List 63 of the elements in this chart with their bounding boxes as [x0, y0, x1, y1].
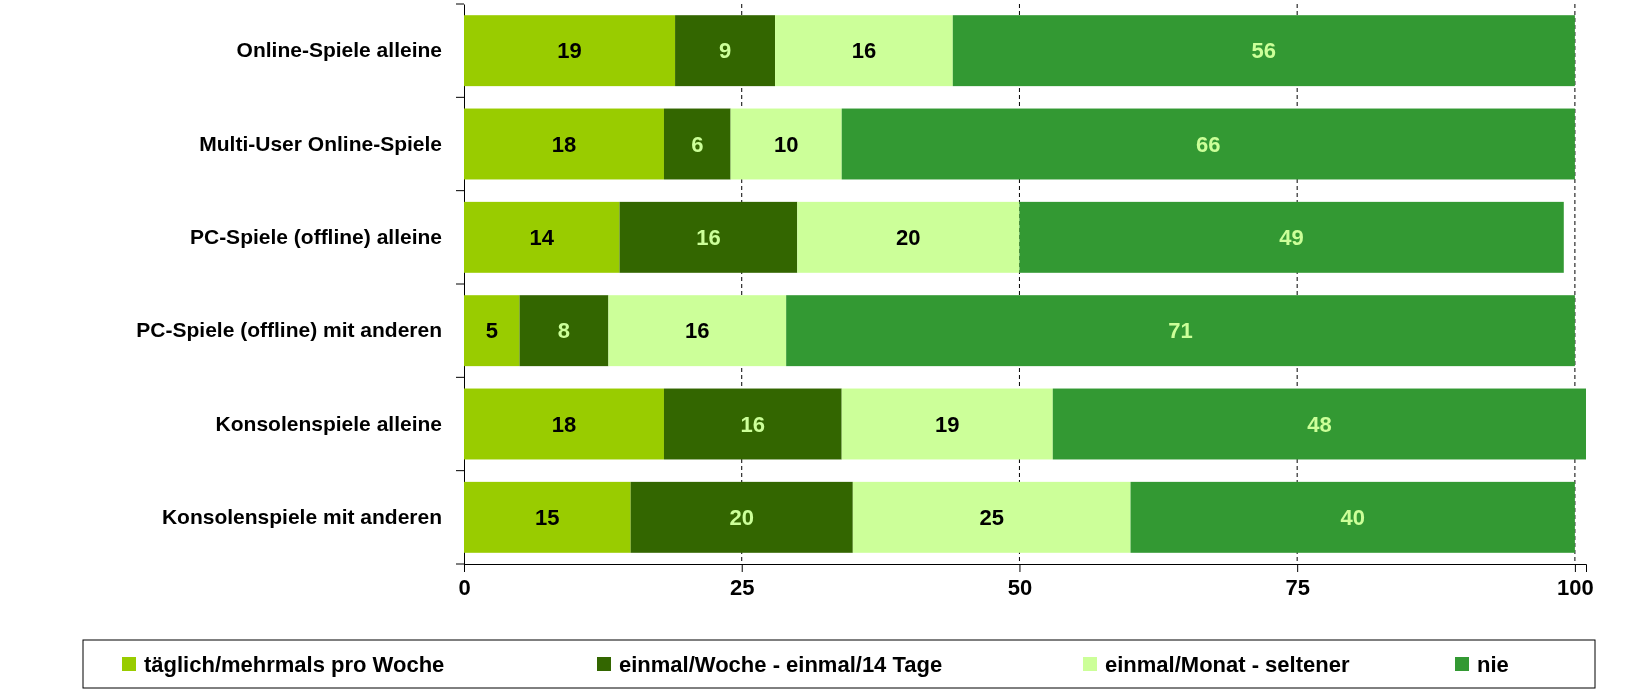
- data-label: 14: [529, 225, 555, 251]
- bar: [952, 15, 1575, 87]
- y-tick-label: Konsolenspiele mit anderen: [161, 505, 442, 529]
- data-label: 9: [718, 38, 732, 64]
- data-label: 25: [979, 505, 1004, 531]
- x-tick-label: 25: [729, 574, 755, 600]
- legend-label: nie: [1477, 651, 1509, 677]
- y-tick-label: Konsolenspiele alleine: [215, 411, 442, 435]
- y-tick-label: PC-Spiele (offline) mit anderen: [136, 318, 442, 342]
- data-label: 20: [896, 225, 921, 251]
- bar: [797, 201, 1020, 273]
- bar: [464, 481, 631, 553]
- y-tick-label: PC-Spiele (offline) alleine: [189, 225, 442, 249]
- bar: [464, 15, 676, 87]
- data-label: 16: [696, 225, 721, 251]
- x-tick-label: 50: [1007, 574, 1033, 600]
- bar: [675, 15, 776, 87]
- data-label: 6: [691, 131, 704, 157]
- bar: [464, 295, 520, 367]
- data-label: 16: [685, 318, 710, 344]
- x-tick-label: 100: [1557, 574, 1594, 600]
- bar: [841, 388, 1053, 460]
- data-label: 18: [551, 411, 577, 437]
- bar: [630, 481, 853, 553]
- bar: [1052, 388, 1586, 460]
- bar: [786, 295, 1575, 367]
- bar: [663, 108, 731, 180]
- data-label: 48: [1307, 411, 1332, 437]
- data-label: 49: [1279, 225, 1304, 251]
- legend-label: einmal/Monat - seltener: [1105, 651, 1350, 677]
- data-label: 18: [551, 131, 577, 157]
- bar: [730, 108, 842, 180]
- bar: [464, 388, 664, 460]
- data-label: 66: [1196, 131, 1221, 157]
- bar: [619, 201, 798, 273]
- bar: [852, 481, 1131, 553]
- legend-label: einmal/Woche - einmal/14 Tage: [619, 651, 943, 677]
- data-label: 19: [557, 38, 582, 64]
- bar: [663, 388, 842, 460]
- data-label: 56: [1251, 38, 1277, 64]
- bar: [464, 201, 620, 273]
- bar: [841, 108, 1575, 180]
- data-label: 20: [729, 505, 754, 531]
- bar: [464, 108, 664, 180]
- x-tick-label: 0: [458, 574, 471, 600]
- data-label: 10: [773, 131, 799, 157]
- bar: [1130, 481, 1575, 553]
- x-tick-label: 75: [1285, 574, 1310, 600]
- data-label: 16: [851, 38, 877, 64]
- data-label: 16: [740, 411, 766, 437]
- y-tick-label: Multi-User Online-Spiele: [199, 131, 442, 155]
- data-label: 71: [1168, 318, 1193, 344]
- bar: [775, 15, 953, 87]
- data-label: 40: [1340, 505, 1365, 531]
- bar: [519, 295, 609, 367]
- data-label: 19: [935, 411, 960, 437]
- bar: [608, 295, 787, 367]
- y-tick-label: Online-Spiele alleine: [236, 38, 442, 62]
- data-label: 8: [557, 318, 571, 344]
- legend-label: täglich/mehrmals pro Woche: [144, 651, 445, 677]
- bar: [1019, 201, 1564, 273]
- data-label: 5: [485, 318, 498, 344]
- data-label: 15: [535, 505, 560, 531]
